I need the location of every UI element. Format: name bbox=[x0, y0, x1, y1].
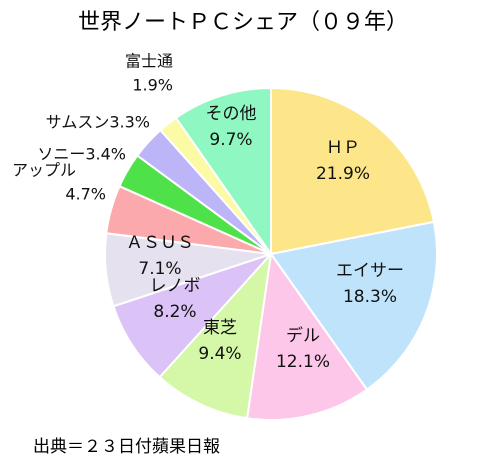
slice-label-8: サムスン3.3% bbox=[46, 113, 150, 132]
slice-value-9: 1.9% bbox=[132, 76, 173, 95]
slice-label-5: ＡＳＵＳ bbox=[126, 233, 194, 253]
pie-slice-0 bbox=[270, 86, 436, 256]
pie-labels: ＨＰ 21.9% エイサー 18.3% デル 12.1% 東芝 9.4% レノボ 8.2% ＡＳＵＳ… bbox=[12, 52, 404, 373]
slice-value-4: 8.2% bbox=[153, 302, 196, 322]
slice-label-10: その他 bbox=[206, 104, 257, 124]
slice-value-3: 9.4% bbox=[198, 344, 241, 364]
slice-value-10: 9.7% bbox=[209, 130, 252, 150]
chart-title: 世界ノートＰＣシェア（０９年） bbox=[77, 10, 408, 35]
slice-label-1: エイサー bbox=[336, 261, 404, 281]
pie-slices bbox=[104, 86, 438, 421]
pie-slice-10 bbox=[174, 86, 272, 258]
slice-label-3: 東芝 bbox=[203, 318, 237, 338]
slice-value-5: 7.1% bbox=[138, 259, 181, 279]
slice-value-6: 4.7% bbox=[65, 185, 106, 204]
pie-slice-3 bbox=[158, 250, 273, 420]
slice-value-1: 18.3% bbox=[343, 287, 397, 307]
slice-value-2: 12.1% bbox=[276, 352, 330, 372]
slice-value-0: 21.9% bbox=[316, 164, 370, 184]
slice-label-6: アップル bbox=[12, 161, 76, 180]
slice-label-7: ソニー3.4% bbox=[37, 145, 126, 164]
chart-source: 出典＝２３日付蘋果日報 bbox=[33, 437, 220, 457]
pie-slice-1 bbox=[269, 220, 438, 391]
slice-label-9: 富士通 bbox=[125, 52, 173, 71]
slice-label-4: レノボ bbox=[150, 276, 201, 296]
slice-label-2: デル bbox=[286, 325, 320, 346]
slice-label-0: ＨＰ bbox=[326, 138, 360, 158]
pie-slice-2 bbox=[245, 251, 369, 421]
